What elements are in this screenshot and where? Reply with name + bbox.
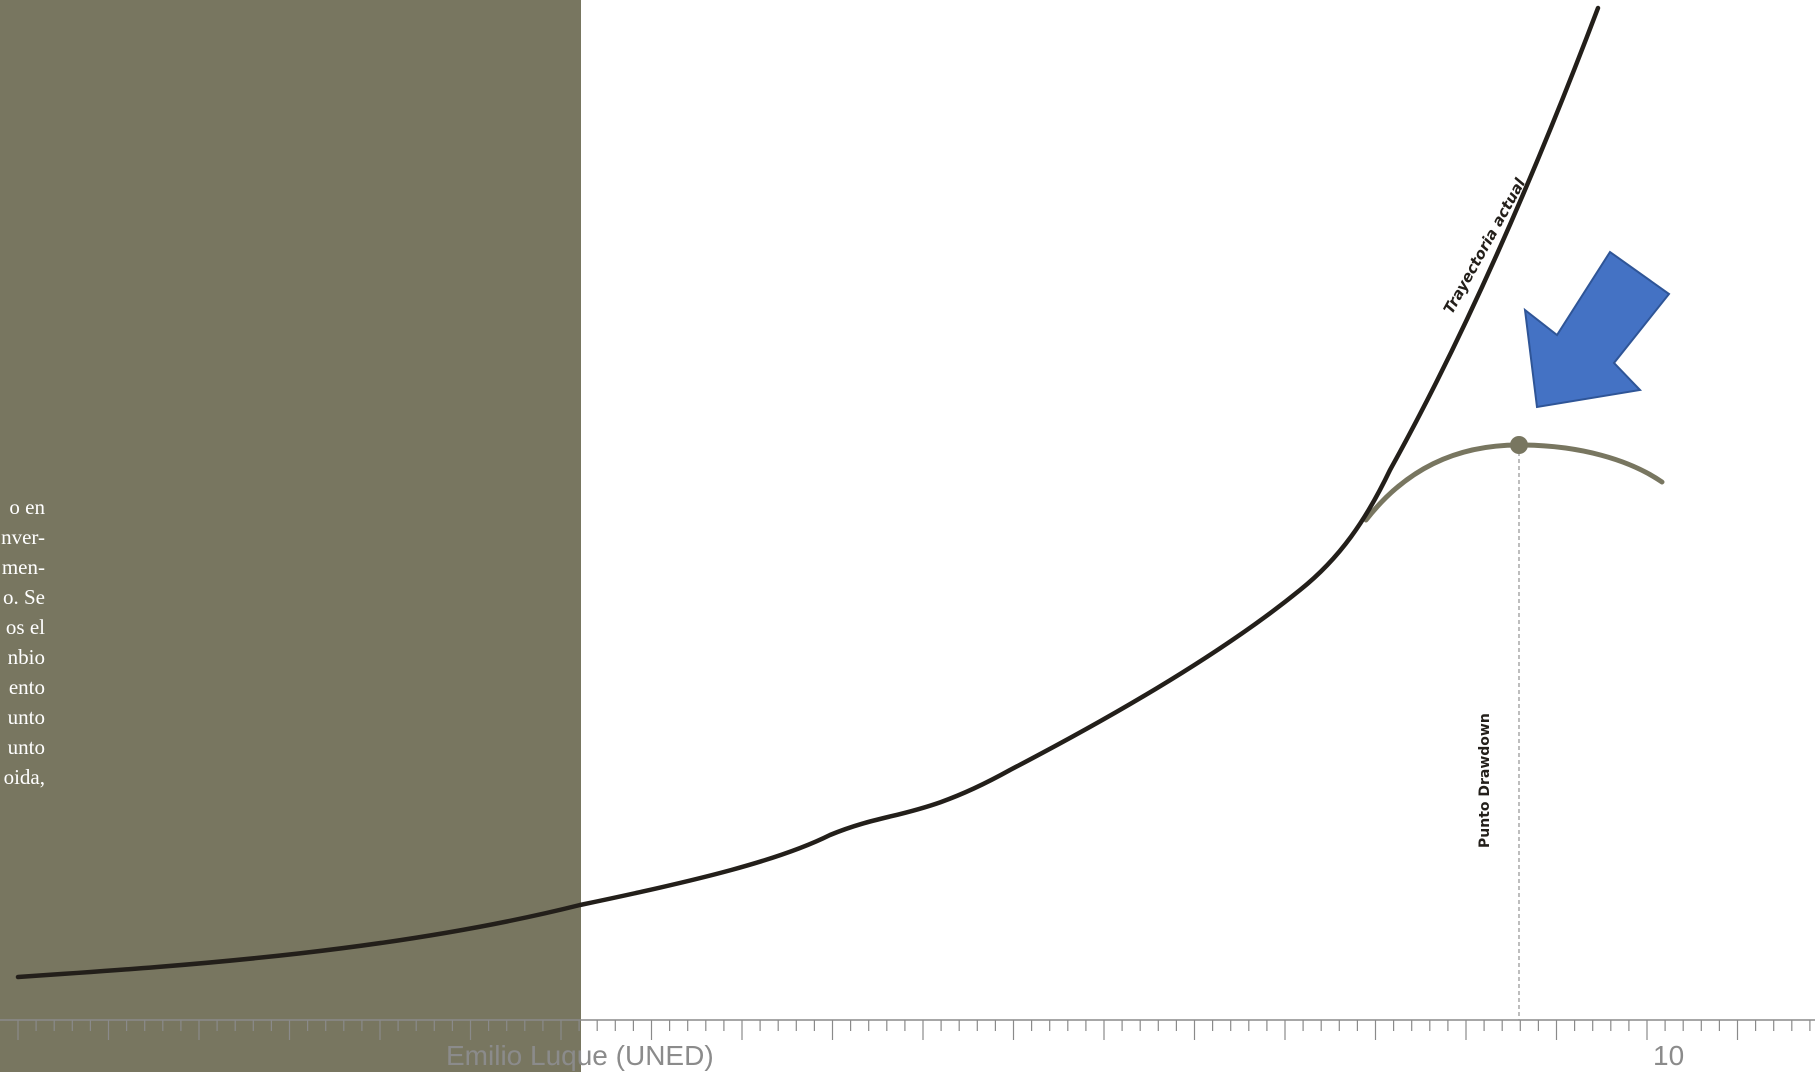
panel-text-fragment: o en nver- men- o. Se os el nbio ento un…	[0, 495, 48, 805]
timeline-ticks	[17, 1020, 1811, 1040]
pointer-arrow-icon	[1523, 250, 1671, 409]
slide-number: 10	[1653, 1040, 1685, 1071]
panel-text-line: oida,	[3, 765, 45, 789]
panel-text-line: unto	[7, 705, 45, 729]
timeline-axis	[0, 1019, 1815, 1040]
panel-text-line: nbio	[7, 645, 45, 669]
panel-text-line: ento	[8, 675, 45, 699]
drawdown-point	[1510, 436, 1528, 454]
panel-text-line: o. Se	[3, 585, 45, 609]
trajectory-curve	[15, 5, 1601, 980]
trajectory-label: Trayectoria actual	[1440, 175, 1530, 317]
panel-text-line: men-	[1, 555, 45, 579]
panel-text-line: nver-	[1, 525, 45, 549]
panel-text-line: o en	[9, 495, 45, 519]
panel-text-line: unto	[7, 735, 45, 759]
drawdown-curve	[1363, 442, 1665, 523]
drawdown-point-label: Punto Drawdown	[1477, 713, 1493, 848]
footer-author: Emilio Luque (UNED)	[446, 1040, 714, 1071]
olive-side-panel: o en nver- men- o. Se os el nbio ento un…	[0, 0, 581, 1072]
panel-text-line: os el	[5, 615, 45, 639]
